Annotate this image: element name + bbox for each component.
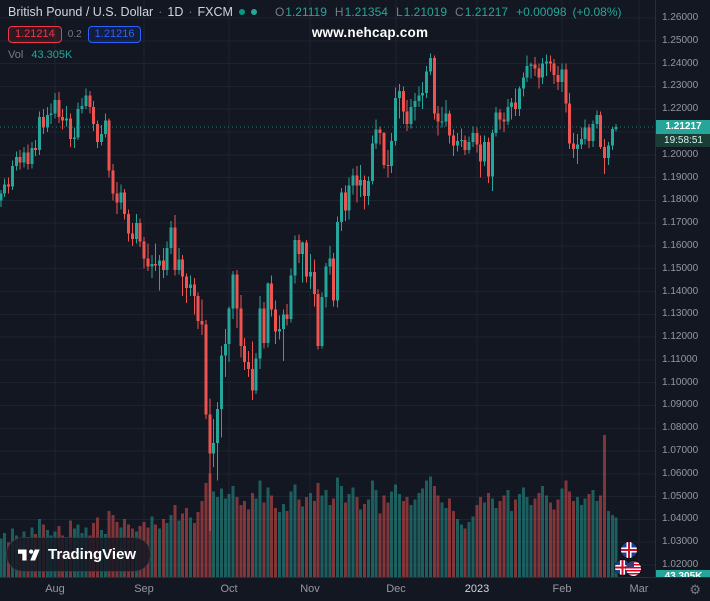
close-label: C (455, 5, 464, 19)
price-axis-label: 1.08000 (662, 422, 699, 434)
price-axis-label: 1.02000 (662, 559, 699, 570)
time-axis-label: Feb (552, 583, 572, 595)
buy-button[interactable]: 1.21216 (87, 26, 142, 43)
open-value: 1.21119 (285, 5, 327, 19)
price-axis-label: 1.26000 (662, 12, 699, 23)
price-axis-label: 1.05000 (662, 490, 699, 502)
change-value: +0.00098 (516, 5, 567, 19)
price-axis-label: 1.12000 (662, 331, 699, 343)
change-percent: (+0.08%) (572, 5, 622, 19)
separator: · (158, 5, 163, 19)
price-axis-label: 1.23000 (662, 80, 699, 92)
exchange-label[interactable]: FXCM (197, 5, 233, 19)
price-axis-label: 1.13000 (662, 308, 699, 320)
time-axis-label: Sep (134, 583, 154, 595)
price-axis-label: 1.14000 (662, 285, 699, 297)
bid-ask-row: 1.21214 0.2 1.21216 (8, 26, 628, 43)
price-axis-label: 1.17000 (662, 217, 699, 229)
tradingview-logo[interactable]: TradingView (6, 537, 152, 572)
price-axis[interactable]: 1.02000 1.03000 1.04000 1.05000 1.06000 1.070… (655, 0, 710, 584)
price-axis-label: 1.20000 (662, 148, 699, 160)
separator: · (188, 5, 193, 19)
price-axis-label: 1.15000 (662, 262, 699, 274)
gbp-flag-icon[interactable] (621, 542, 637, 558)
price-axis-label: 1.03000 (662, 536, 699, 548)
price-axis-label: 1.25000 (662, 34, 699, 46)
sell-button[interactable]: 1.21214 (8, 26, 62, 43)
price-axis-label: 1.06000 (662, 467, 699, 479)
price-axis-label: 1.16000 (662, 239, 699, 251)
time-axis-label: Oct (220, 583, 238, 595)
high-label: H (334, 5, 344, 19)
price-axis-label: 1.18000 (662, 194, 699, 206)
price-axis-label: 1.04000 (662, 513, 699, 525)
low-value: 1.21019 (403, 5, 448, 19)
time-axis-label: Dec (386, 583, 406, 595)
bar-countdown-badge: 19:58:51 (656, 134, 710, 147)
time-axis-label: Nov (300, 583, 320, 595)
tradingview-logo-mark-icon (18, 549, 40, 560)
data-status-dot-icon[interactable] (250, 9, 257, 15)
axis-settings-gear-icon[interactable]: ⚙ (689, 582, 701, 597)
price-axis-label: 1.24000 (662, 57, 699, 69)
volume-value: 43.305K (31, 49, 73, 61)
ohlc-values: O1.21119 H1.21354 L1.21019 C1.21217 +0.0… (275, 5, 628, 19)
price-axis-label: 1.19000 (662, 171, 699, 183)
spread-value: 0.2 (67, 29, 82, 40)
time-axis-label: Mar (629, 583, 649, 595)
usd-flag-icon (626, 561, 641, 576)
price-axis-label: 1.11000 (662, 353, 698, 365)
close-value: 1.21217 (464, 5, 509, 19)
time-axis-label: Aug (45, 583, 65, 595)
price-axis-label: 1.09000 (662, 399, 699, 411)
symbol-row: British Pound / U.S. Dollar · 1D · FXCM … (8, 5, 628, 19)
price-axis-label: 1.22000 (662, 103, 699, 115)
last-price-badge: 1.21217 (656, 120, 710, 134)
open-label: O (274, 5, 285, 19)
volume-label[interactable]: Vol (8, 49, 24, 61)
watermark-text: www.nehcap.com (311, 25, 429, 40)
price-chart[interactable] (0, 0, 655, 577)
market-status-dot-icon[interactable] (238, 9, 245, 15)
tradingview-logo-text: TradingView (48, 546, 137, 563)
symbol-title[interactable]: British Pound / U.S. Dollar (8, 5, 154, 19)
price-axis-label: 1.07000 (662, 445, 699, 457)
interval-label[interactable]: 1D (167, 5, 184, 19)
price-axis-label: 1.10000 (662, 376, 699, 388)
low-label: L (395, 5, 403, 19)
volume-row: Vol 43.305K (8, 49, 628, 61)
gbpusd-pair-flags-icon[interactable] (615, 560, 645, 576)
chart-legend: British Pound / U.S. Dollar · 1D · FXCM … (8, 5, 628, 61)
time-axis-label: 2023 (464, 583, 490, 595)
high-value: 1.21354 (344, 5, 388, 19)
time-axis[interactable]: ⚙ Aug Sep Oct Nov Dec 2023 Feb Mar (0, 577, 710, 601)
